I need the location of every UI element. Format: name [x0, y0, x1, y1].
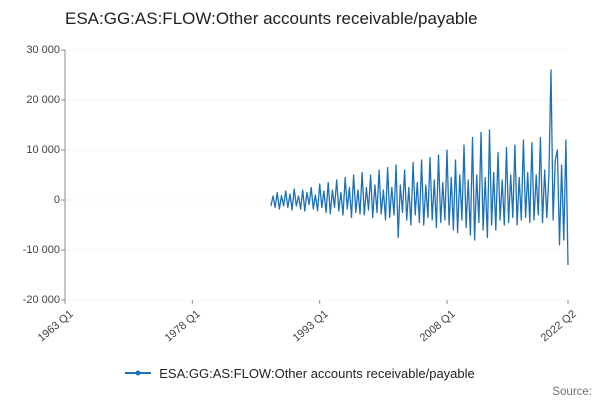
x-tick-label: 1978 Q1	[162, 308, 204, 345]
source-label: Source:	[552, 386, 592, 398]
plot-area[interactable]	[58, 45, 575, 306]
legend: ESA:GG:AS:FLOW:Other accounts receivable…	[0, 364, 600, 382]
x-tick-label: 2008 Q1	[417, 308, 458, 345]
x-tick-label: 1963 Q1	[35, 308, 76, 345]
y-tick-label: -10 000	[22, 244, 60, 256]
legend-item[interactable]: ESA:GG:AS:FLOW:Other accounts receivable…	[125, 366, 475, 381]
chart-title: ESA:GG:AS:FLOW:Other accounts receivable…	[65, 9, 478, 28]
legend-line-icon	[125, 370, 152, 376]
x-tick-label: 2022 Q2	[538, 308, 579, 345]
y-tick-label: 10 000	[26, 144, 60, 156]
y-tick-label: 20 000	[26, 94, 60, 106]
x-tick-label: 1993 Q1	[290, 308, 331, 345]
y-tick-label: 30 000	[26, 44, 60, 56]
y-tick-label: -20 000	[22, 294, 60, 306]
y-tick-label: 0	[53, 194, 60, 206]
legend-label: ESA:GG:AS:FLOW:Other accounts receivable…	[159, 365, 475, 381]
series-line[interactable]	[270, 69, 569, 266]
